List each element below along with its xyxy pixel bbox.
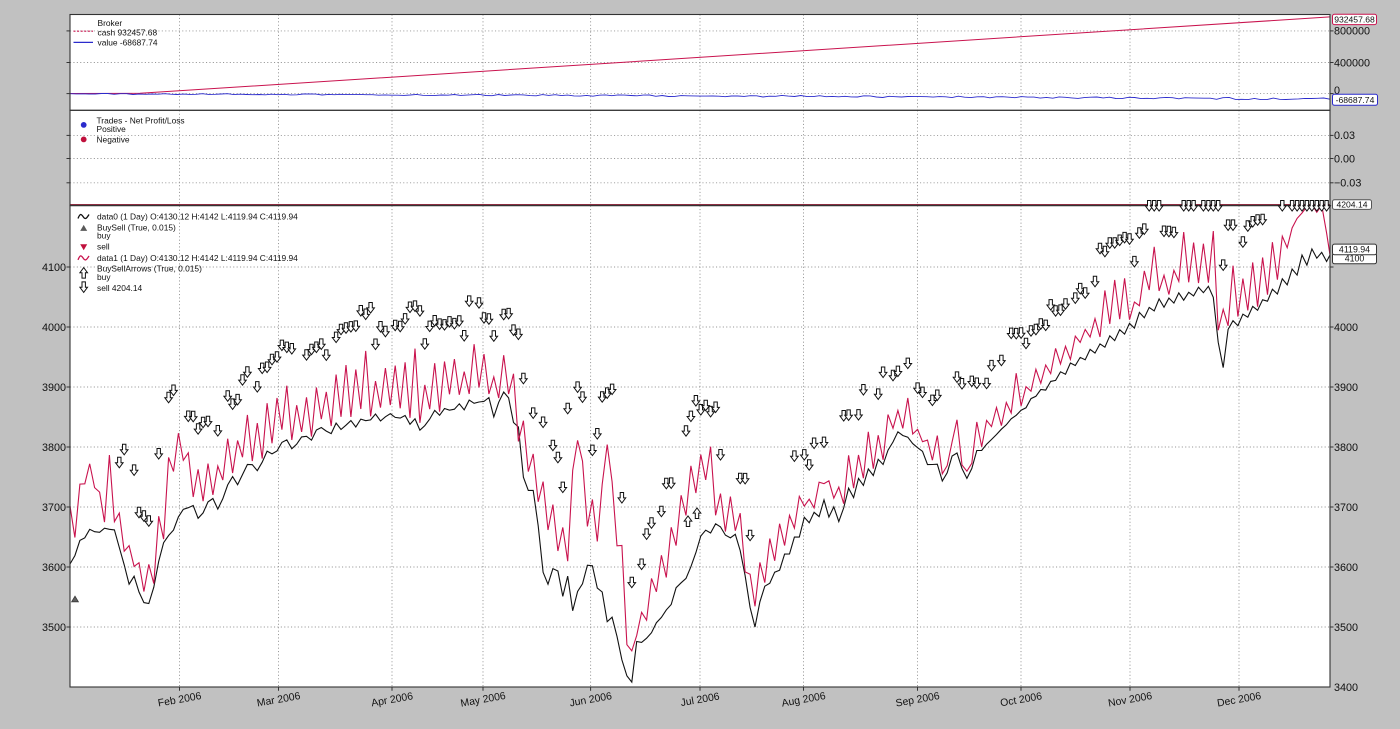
svg-text:0: 0 [1334,85,1340,97]
svg-text:-68687.74: -68687.74 [1336,95,1375,105]
svg-text:3500: 3500 [42,622,66,634]
svg-text:data1 (1 Day) O:4130.12 H:4142: data1 (1 Day) O:4130.12 H:4142 L:4119.94… [97,253,298,263]
svg-text:932457.68: 932457.68 [1334,15,1375,25]
svg-text:800000: 800000 [1334,26,1370,38]
svg-text:buy: buy [97,272,111,282]
svg-text:3700: 3700 [1334,502,1358,514]
svg-text:4000: 4000 [1334,322,1358,334]
svg-text:400000: 400000 [1334,57,1370,69]
svg-text:sell 4204.14: sell 4204.14 [97,283,143,293]
svg-text:4204.14: 4204.14 [1336,200,1367,210]
svg-text:Trades - Net Profit/Loss: Trades - Net Profit/Loss [97,115,185,125]
svg-text:BuySellArrows (True, 0.015): BuySellArrows (True, 0.015) [97,264,202,274]
svg-text:3900: 3900 [42,382,66,394]
svg-text:sell: sell [97,242,110,252]
svg-text:3400: 3400 [1334,682,1358,694]
svg-text:3600: 3600 [1334,562,1358,574]
svg-text:BuySell (True, 0.015): BuySell (True, 0.015) [97,222,176,232]
svg-text:Positive: Positive [97,124,127,134]
svg-text:0.03: 0.03 [1334,130,1355,142]
svg-text:Broker: Broker [98,18,123,28]
svg-text:3700: 3700 [42,502,66,514]
svg-text:0.00: 0.00 [1334,153,1355,165]
svg-text:4100: 4100 [1345,254,1365,264]
svg-text:3500: 3500 [1334,622,1358,634]
svg-text:value -68687.74: value -68687.74 [98,38,158,48]
svg-text:cash 932457.68: cash 932457.68 [98,27,158,37]
svg-text:Negative: Negative [97,135,130,145]
svg-text:4100: 4100 [42,262,66,274]
svg-text:data0 (1 Day) O:4130.12 H:4142: data0 (1 Day) O:4130.12 H:4142 L:4119.94… [97,212,298,222]
svg-text:3600: 3600 [42,562,66,574]
svg-text:4119.94: 4119.94 [1339,245,1370,255]
svg-text:buy: buy [97,231,111,241]
svg-text:4000: 4000 [42,322,66,334]
svg-text:−0.03: −0.03 [1334,178,1361,190]
svg-text:3800: 3800 [1334,442,1358,454]
svg-text:3900: 3900 [1334,382,1358,394]
svg-text:3800: 3800 [42,442,66,454]
